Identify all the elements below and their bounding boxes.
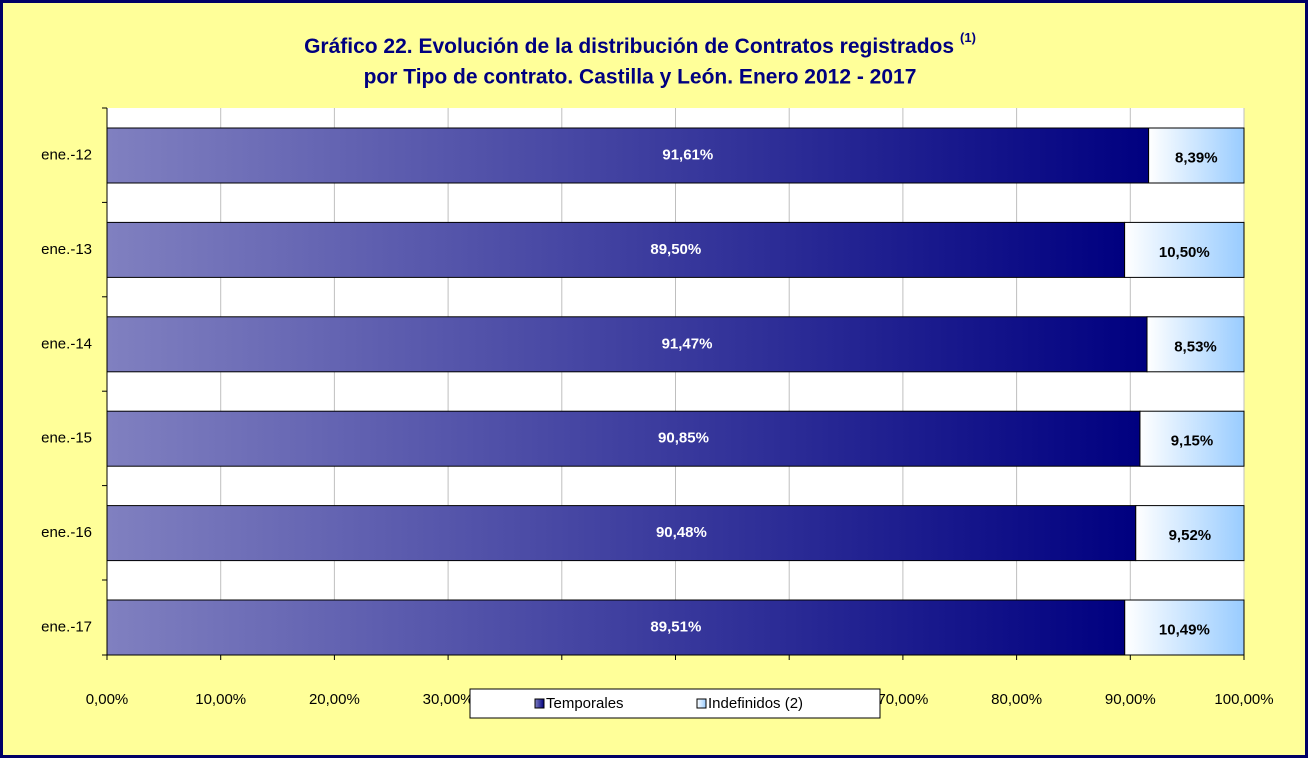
chart-title: Gráfico 22. Evolución de la distribución… [304,30,976,57]
y-tick-label: ene.-15 [41,430,92,447]
y-tick-label: ene.-13 [41,241,92,258]
value-label: 10,50% [1159,244,1210,261]
value-label: 91,61% [662,146,713,163]
bar-segment [1146,316,1245,373]
value-label: 10,49% [1159,621,1210,638]
legend-swatch [696,698,707,709]
chart-title: por Tipo de contrato. Castilla y León. E… [364,66,917,89]
y-tick-label: ene.-17 [41,618,92,635]
x-tick-label: 20,00% [309,691,360,708]
x-tick-label: 100,00% [1214,691,1273,708]
x-tick-label: 30,00% [423,691,474,708]
bar-segment [106,221,1126,278]
x-tick-label: 10,00% [195,691,246,708]
value-label: 91,47% [662,335,713,352]
bar-segment [1148,127,1245,184]
legend-label: Indefinidos (2) [708,695,803,712]
value-label: 89,51% [650,618,701,635]
x-tick-label: 80,00% [991,691,1042,708]
legend-box [469,688,881,719]
bar-segment [106,505,1137,562]
value-label: 90,48% [656,524,707,541]
legend-swatch [534,698,545,709]
legend-label: Temporales [546,695,624,712]
x-tick-label: 90,00% [1105,691,1156,708]
title-superscript: (1) [960,30,976,45]
x-tick-label: 0,00% [86,691,129,708]
value-label: 8,53% [1174,338,1217,355]
value-label: 89,50% [650,241,701,258]
bar-segment [106,599,1126,656]
bar-segment [106,127,1150,184]
x-tick-label: 70,00% [877,691,928,708]
bar-segment [1139,410,1245,467]
y-tick-label: ene.-14 [41,335,92,352]
y-tick-label: ene.-12 [41,146,92,163]
value-label: 8,39% [1175,149,1218,166]
bar-segment [106,316,1148,373]
value-label: 9,15% [1171,433,1214,450]
value-label: 9,52% [1169,527,1212,544]
y-tick-label: ene.-16 [41,524,92,541]
bar-segment [1124,221,1245,278]
bar-segment [1135,505,1245,562]
value-label: 90,85% [658,430,709,447]
title-line: Gráfico 22. Evolución de la distribución… [304,35,954,58]
bar-segment [106,410,1141,467]
bar-segment [1124,599,1245,656]
